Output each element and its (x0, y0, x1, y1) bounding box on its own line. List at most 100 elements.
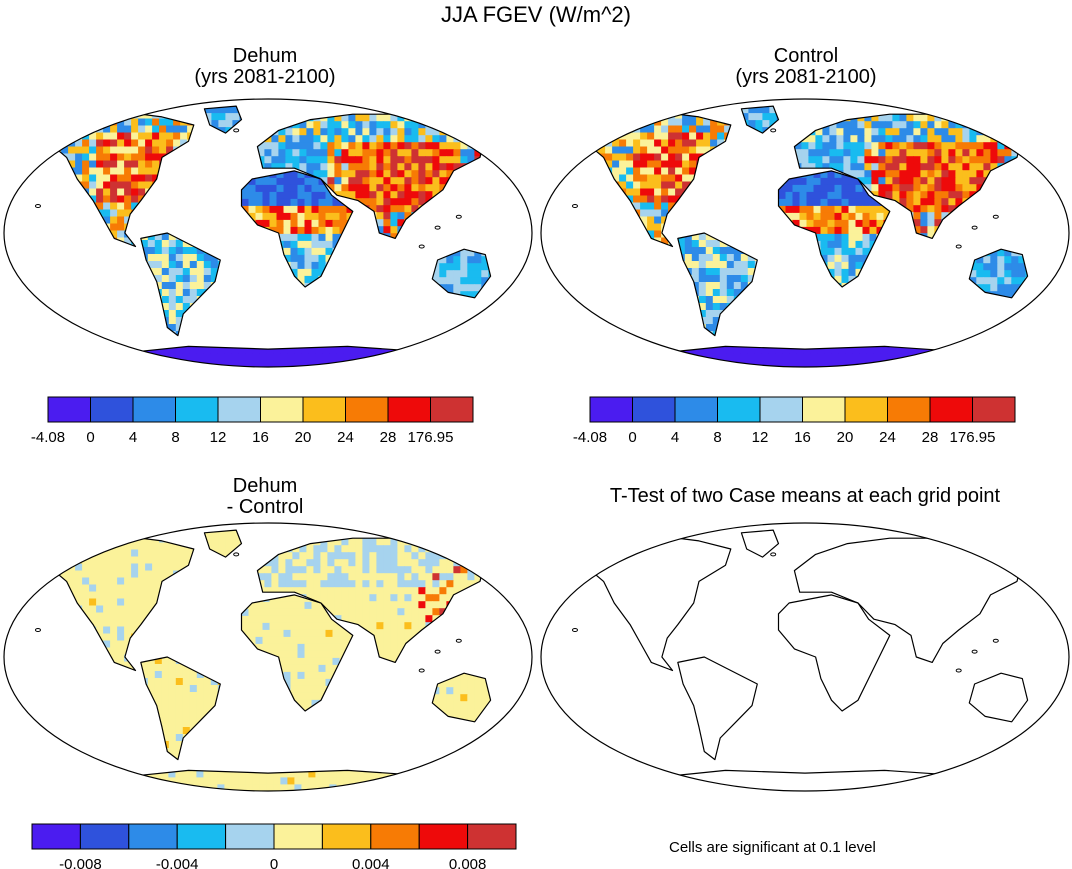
map-border (540, 98, 1070, 368)
colorbar-tick-label: 12 (210, 429, 227, 446)
greenland-coastline (740, 105, 780, 134)
colorbar-swatch (176, 823, 227, 850)
africa-coastline (240, 594, 354, 712)
colorbar-swatch (273, 823, 323, 850)
north-america-coastline (39, 110, 195, 248)
colorbar-tick-label: 176.95 (408, 429, 454, 446)
diff-map (3, 522, 533, 792)
figure-title: JJA FGEV (W/m^2) (441, 2, 631, 27)
island-coastline (627, 779, 634, 784)
island-coastline (955, 668, 962, 673)
island-coastline (233, 128, 240, 133)
colorbar-swatch (345, 396, 389, 423)
colorbar-tick-label: -0.008 (59, 856, 102, 869)
eurasia-coastline (256, 113, 486, 239)
ocean-background (541, 523, 1069, 791)
colorbar-swatch (387, 396, 431, 423)
control-title-line1: Control (773, 45, 839, 67)
ttest-panel-title: T-Test of two Case means at each grid po… (609, 485, 1001, 507)
colorbar-swatch (302, 396, 346, 423)
colorbar-tick-label: 176.95 (950, 429, 996, 446)
island-coastline (233, 552, 240, 557)
colorbar-tick-label: 16 (252, 429, 269, 446)
island-coastline (434, 649, 441, 654)
africa-coastline (240, 170, 354, 288)
colorbar-tick-label: -0.004 (156, 856, 199, 869)
island-coastline (90, 355, 97, 360)
island-coastline (571, 204, 578, 208)
south-america-coastline (677, 656, 758, 761)
colorbar-tick-label: 16 (794, 429, 811, 446)
colorbar-tick-label: 4 (129, 429, 137, 446)
antarctica-coastline (634, 345, 976, 367)
dehum-panel-title: Dehum (yrs 2081-2100) (165, 46, 365, 88)
island-coastline (971, 225, 978, 230)
colorbar-tick-label: 4 (671, 429, 679, 446)
dehum-map (3, 98, 533, 368)
eurasia-coastline (793, 113, 1023, 239)
colorbar-tick-label: 24 (337, 429, 354, 446)
colorbar-tick-label: 24 (879, 429, 896, 446)
colorbar-tick-label: 28 (922, 429, 939, 446)
colorbar-swatch (929, 396, 973, 423)
diff-panel-title: Dehum - Control (165, 476, 365, 518)
island-coastline (34, 628, 41, 632)
africa-coastline (777, 594, 891, 712)
antarctica-coastline (97, 769, 439, 791)
colorbar-swatch (844, 396, 888, 423)
island-coastline (434, 225, 441, 230)
colorbar-swatch (802, 396, 846, 423)
africa-coastline (777, 170, 891, 288)
south-america-coastline (140, 232, 221, 337)
control-title-line2: (yrs 2081-2100) (735, 66, 877, 88)
colorbar-swatch (217, 396, 261, 423)
island-coastline (1056, 725, 1063, 730)
colorbar-tick-label: 20 (837, 429, 854, 446)
colorbar-tick-label: 8 (171, 429, 179, 446)
dehum-colorbar: -4.08 0 4 8 12 16 20 24 28 176.95 (31, 396, 474, 446)
australia-coastline (968, 248, 1029, 299)
australia-coastline (431, 248, 492, 299)
south-america-coastline (677, 232, 758, 337)
greenland-field (204, 106, 242, 134)
island-coastline (992, 638, 999, 643)
colorbar-tick-label: 8 (713, 429, 721, 446)
island-coastline (455, 214, 462, 219)
colorbar-tick-label: -4.08 (31, 429, 65, 446)
colorbar-swatch (972, 396, 1016, 423)
colorbar-swatch (370, 823, 420, 850)
colorbar-swatch (31, 823, 81, 850)
island-coastline (1056, 301, 1063, 306)
colorbar-swatch (674, 396, 718, 423)
colorbar-tick-label: 0.004 (352, 856, 390, 869)
antarctica-coastline (97, 345, 439, 367)
island-coastline (519, 301, 526, 306)
colorbar-tick-label: 0 (270, 856, 278, 869)
colorbar-swatch (79, 823, 130, 850)
island-coastline (627, 355, 634, 360)
colorbar-swatch (887, 396, 931, 423)
dehum-title-line2: (yrs 2081-2100) (194, 66, 336, 88)
island-coastline (992, 214, 999, 219)
dehum-title-line1: Dehum (232, 45, 298, 67)
colorbar-swatch (128, 823, 178, 850)
eurasia-coastline (793, 537, 1023, 663)
colorbar-swatch (47, 396, 91, 423)
colorbar-swatch (430, 396, 474, 423)
north-america-coastline (576, 110, 732, 248)
diff-colorbar: -0.008 -0.004 0 0.004 0.008 (31, 823, 517, 869)
island-coastline (90, 779, 97, 784)
colorbar-swatch (321, 823, 372, 850)
colorbar-swatch (90, 396, 134, 423)
colorbar-swatch (759, 396, 803, 423)
north-america-coastline (39, 534, 195, 672)
colorbar-swatch (717, 396, 761, 423)
island-coastline (955, 244, 962, 249)
island-coastline (455, 638, 462, 643)
colorbar-swatch (132, 396, 176, 423)
island-coastline (770, 552, 777, 557)
australia-coastline (431, 672, 492, 723)
colorbar-swatch (589, 396, 633, 423)
island-coastline (418, 244, 425, 249)
eurasia-coastline (256, 537, 486, 663)
